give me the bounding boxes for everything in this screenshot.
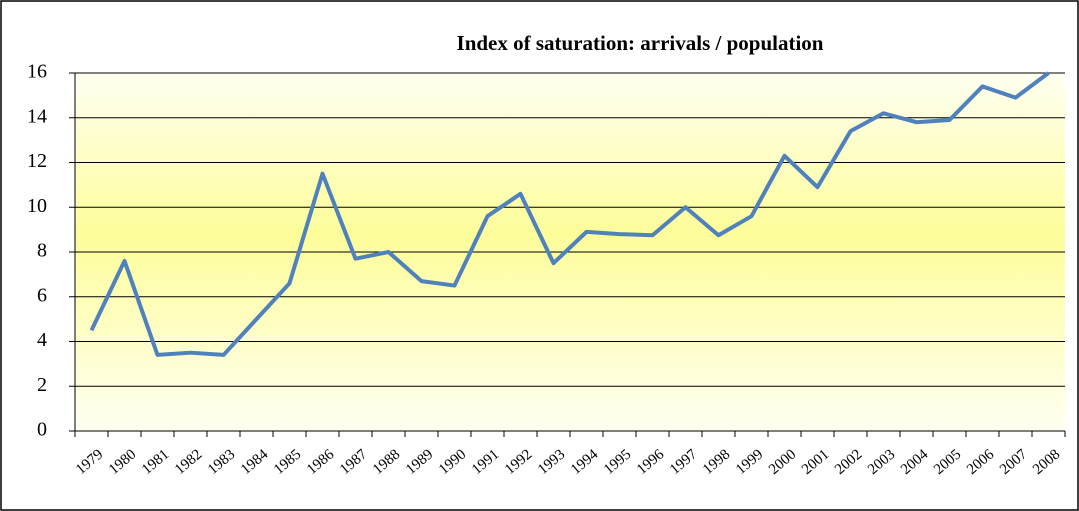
y-tick-label: 16 xyxy=(27,61,47,83)
y-tick-label: 0 xyxy=(37,419,47,441)
y-tick-label: 2 xyxy=(37,374,47,396)
y-tick-label: 6 xyxy=(37,284,47,306)
y-tick-label: 10 xyxy=(27,195,47,217)
y-tick-label: 12 xyxy=(27,150,47,172)
data-line xyxy=(89,71,1050,357)
y-tick-label: 14 xyxy=(27,105,47,127)
chart-title: Index of saturation: arrivals / populati… xyxy=(457,31,824,55)
y-tick-label: 8 xyxy=(37,240,47,262)
y-tick-label: 4 xyxy=(37,329,47,351)
